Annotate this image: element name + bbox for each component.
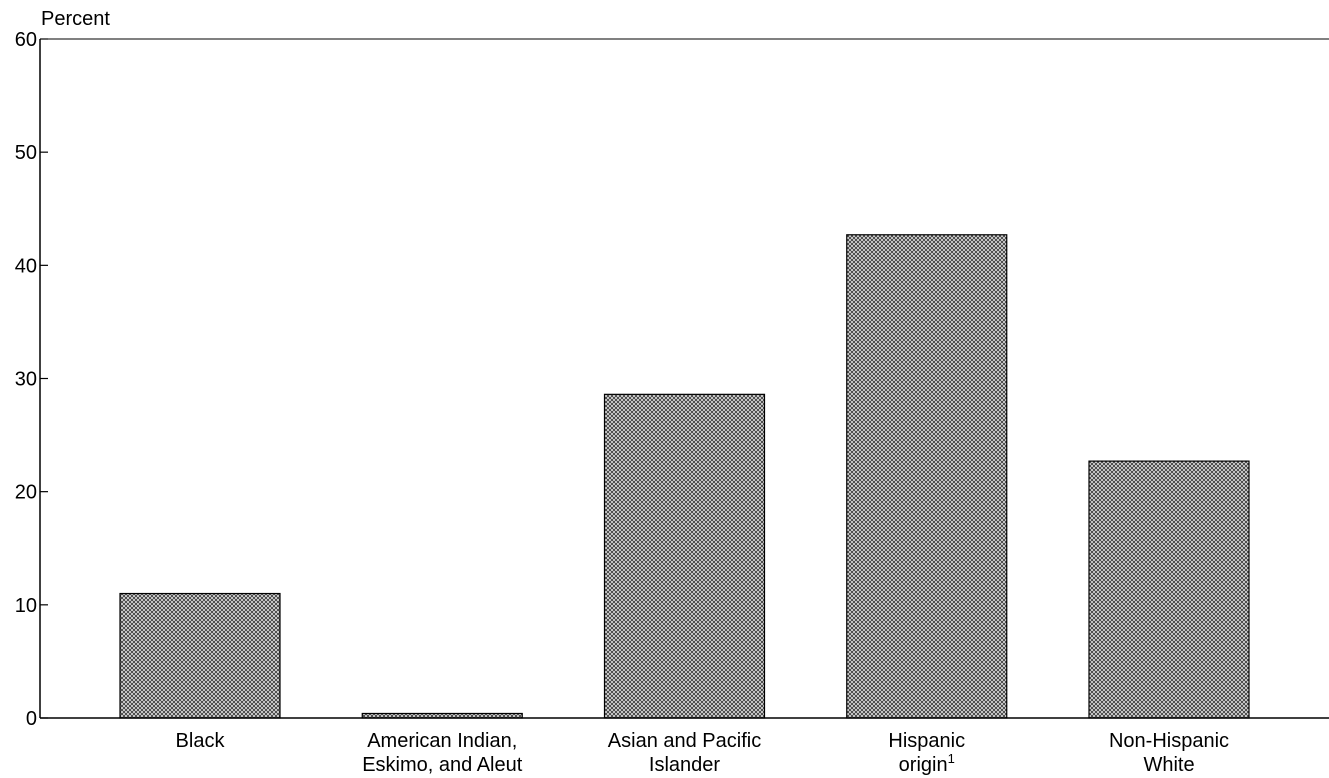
y-tick-label: 50 <box>15 142 37 164</box>
footnote-marker: 1 <box>948 751 955 766</box>
y-tick-label: 60 <box>15 29 37 51</box>
y-tick-label: 40 <box>15 255 37 277</box>
y-tick-label: 0 <box>26 708 37 730</box>
bar <box>603 393 766 719</box>
bar <box>119 592 281 719</box>
y-tick-label: 20 <box>15 482 37 504</box>
x-category-label: Non-Hispanic White <box>1109 730 1229 776</box>
y-tick-label: 10 <box>15 595 37 617</box>
y-axis-label: Percent <box>41 8 110 30</box>
x-category-label: Hispanic origin1 <box>888 730 965 776</box>
x-category-label: Black <box>176 730 226 752</box>
y-tick-label: 30 <box>15 369 37 391</box>
x-category-label: Asian and Pacific Islander <box>608 730 761 776</box>
bar <box>1088 460 1250 719</box>
x-category-label: American Indian, Eskimo, and Aleut <box>362 730 523 776</box>
bar <box>846 234 1008 719</box>
